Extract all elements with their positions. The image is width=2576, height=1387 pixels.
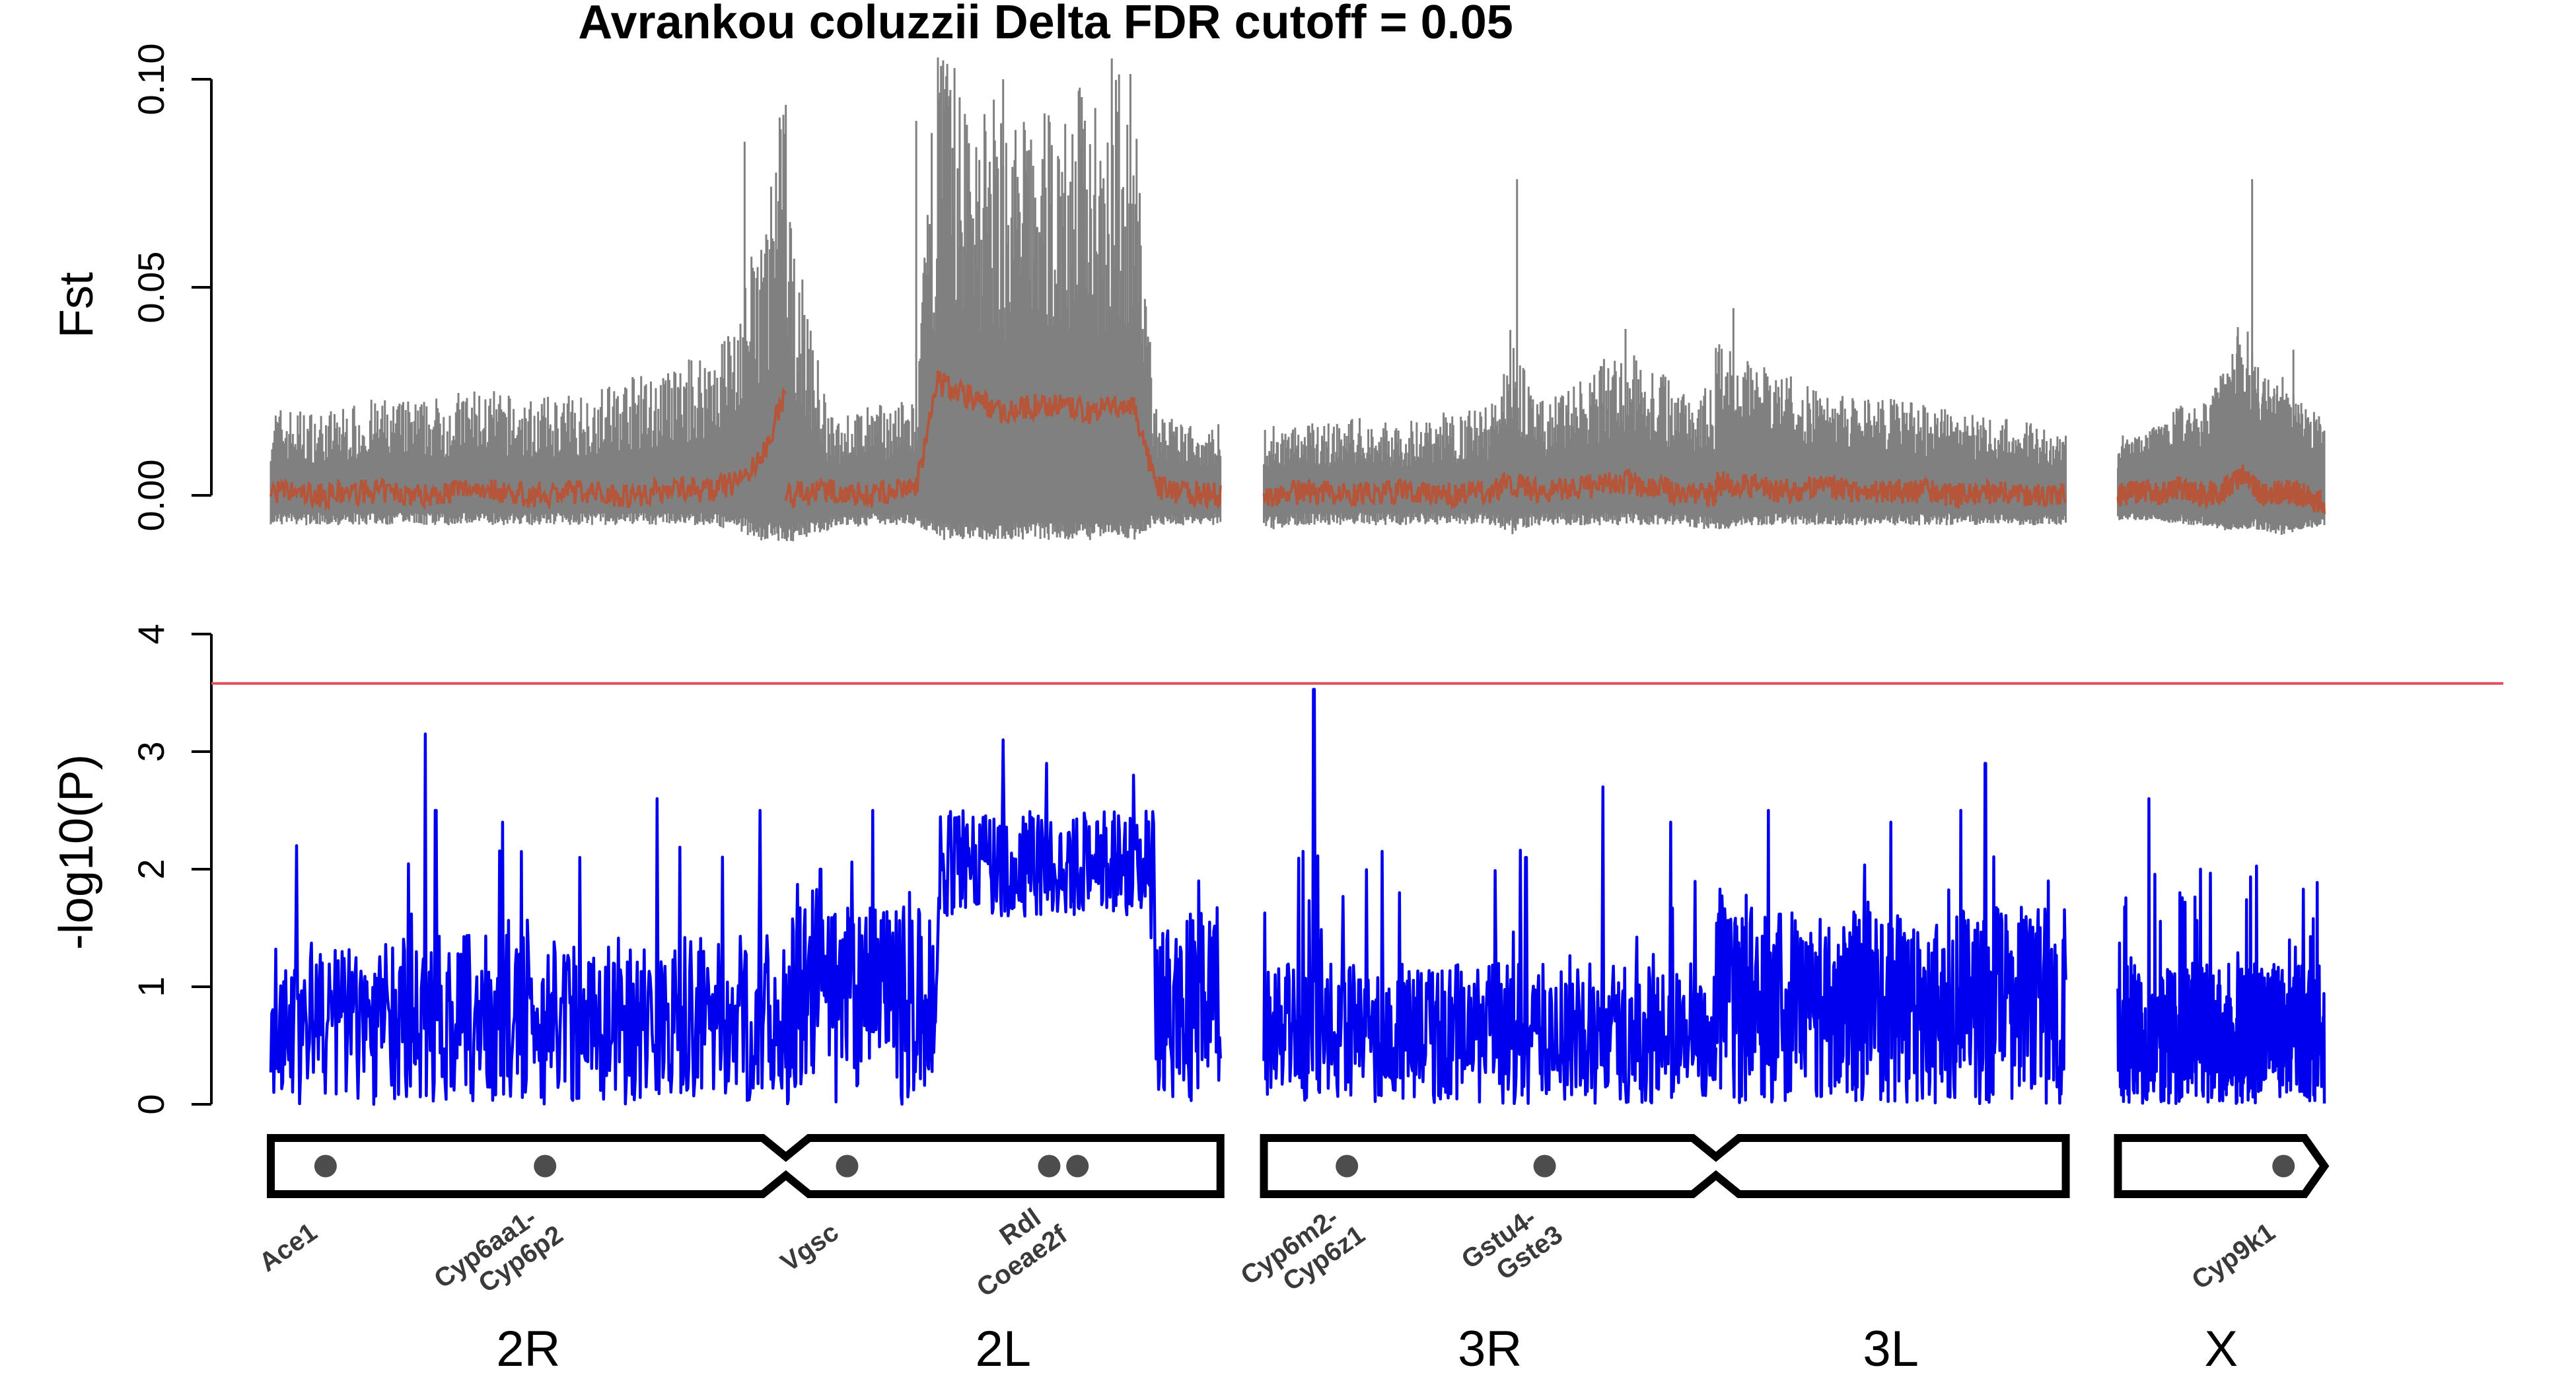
pvalue-y-tick-label: 2 (130, 859, 172, 879)
fst-mean-X (2116, 464, 2326, 515)
chromosome-label-2R: 2R (496, 1321, 560, 1377)
chromosome-label-3L: 3L (1863, 1321, 1919, 1377)
fst-band-3R (1263, 330, 1717, 534)
gene-dot (2272, 1155, 2295, 1178)
gene-label: Cyp6m2-Cyp6z1 (1236, 1196, 1371, 1314)
gene-dot (314, 1155, 337, 1178)
gene-label: RdlCoeae2f (955, 1196, 1073, 1303)
gene-labels: Ace1 Cyp6aa1-Cyp6p2 Vgsc RdlCoeae2f Cyp6m2-C… (254, 1196, 2281, 1318)
gene-label: Cyp9k1 (2187, 1217, 2281, 1295)
gene-dot (1336, 1155, 1359, 1178)
chromosome-label-3R: 3R (1458, 1321, 1522, 1377)
chromosome-labels: 2R 2L 3R 3L X (496, 1321, 2238, 1377)
pvalue-line-2L (784, 738, 1222, 1106)
chart-title: Avrankou coluzzii Delta FDR cutoff = 0.0… (578, 0, 1513, 49)
pvalue-y-tick-label: 1 (130, 976, 172, 997)
gene-label-line: Ace1 (254, 1217, 322, 1277)
pvalue-y-tick-label: 3 (130, 741, 172, 762)
chromosome-label-X: X (2204, 1321, 2238, 1377)
chromosome-label-2L: 2L (975, 1321, 1031, 1377)
gene-dot (836, 1155, 859, 1178)
chromosome-x-outline (2114, 1134, 2330, 1198)
pvalue-line-3L (1714, 762, 2067, 1106)
pvalue-y-axis-label: -log10(P) (50, 754, 103, 950)
fst-panel: Fst 0.00 0.05 0.10 (50, 44, 2326, 542)
fst-y-axis-label: Fst (50, 272, 103, 338)
fst-means (269, 371, 2326, 515)
gene-label: Gstu4-Gste3 (1456, 1196, 1568, 1298)
gene-dot (1533, 1155, 1556, 1178)
gene-dot (1038, 1155, 1061, 1178)
gene-label: Ace1 (254, 1217, 322, 1277)
chromosome-3-outline (1260, 1134, 2070, 1198)
gene-label-line: Cyp9k1 (2187, 1217, 2281, 1295)
pvalue-y-tick-label: 4 (130, 623, 172, 644)
pvalue-y-axis: 0 1 2 3 4 (130, 623, 213, 1115)
gene-dot (1066, 1155, 1089, 1178)
fst-y-axis: 0.00 0.05 0.10 (130, 44, 213, 532)
fst-bands (269, 57, 2326, 542)
pvalue-line-2R (269, 732, 787, 1106)
fst-mean-2R (269, 386, 787, 512)
pvalue-panel: -log10(P) 0 1 2 3 4 (50, 623, 2503, 1115)
pvalue-line-X (2116, 797, 2326, 1106)
fst-band-2L (785, 57, 1222, 542)
gene-label: Cyp6aa1-Cyp6p2 (429, 1196, 568, 1318)
fst-mean-3R (1262, 467, 1717, 511)
chromosome-ideogram (267, 1134, 2330, 1198)
chromosome-2-outline (267, 1134, 1225, 1198)
fst-mean-2L (784, 371, 1222, 511)
pvalue-y-tick-label: 0 (130, 1094, 172, 1114)
fst-y-tick-label: 0.00 (130, 460, 172, 532)
pvalue-line-3R (1262, 688, 1718, 1106)
gene-label-line: Vgsc (775, 1217, 844, 1277)
fst-band-2R (269, 104, 787, 541)
pvalue-lines (269, 688, 2326, 1106)
fst-mean-3L (1714, 471, 2067, 509)
fst-y-tick-label: 0.05 (130, 252, 172, 324)
gene-label: Vgsc (775, 1217, 844, 1277)
gene-markers (314, 1155, 2295, 1178)
fst-y-tick-label: 0.10 (130, 44, 172, 116)
gene-dot (534, 1155, 557, 1178)
